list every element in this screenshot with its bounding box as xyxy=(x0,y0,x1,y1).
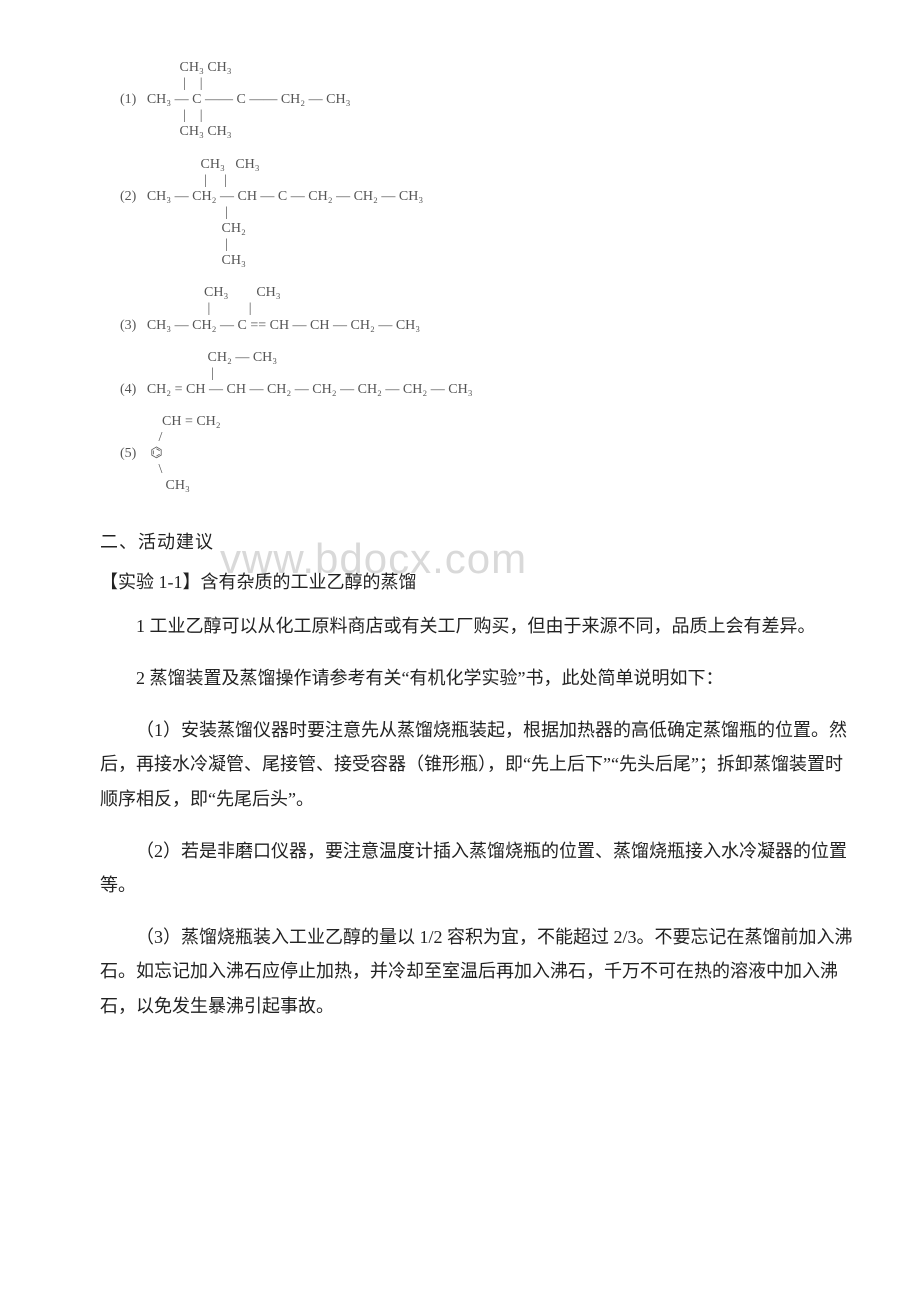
paragraph-5: （3）蒸馏烧瓶装入工业乙醇的量以 1/2 容积为宜，不能超过 2/3。不要忘记在… xyxy=(100,920,860,1023)
section-heading-2-text: 二、活动建议 xyxy=(100,532,214,552)
chem-line: CH₃ CH₃ xyxy=(120,157,260,172)
chem-line: (4) CH₂ = CH — CH — CH₂ — CH₂ — CH₂ — CH… xyxy=(120,382,473,397)
paragraph-2: 2 蒸馏装置及蒸馏操作请参考有关“有机化学实验”书，此处简单说明如下： xyxy=(100,661,860,695)
chem-line: | | xyxy=(120,301,252,316)
chem-line: CH₃ CH₃ xyxy=(120,124,232,139)
chem-line: (2) CH₃ — CH₂ — CH — C — CH₂ — CH₂ — CH₃ xyxy=(120,189,423,204)
chem-line: CH₃ xyxy=(120,253,246,268)
chem-line: CH = CH₂ xyxy=(120,414,221,429)
chem-line: | | xyxy=(120,76,203,91)
chem-line: | | xyxy=(120,173,227,188)
section-heading-2: vww.bdocx.com 二、活动建议 xyxy=(100,525,860,559)
chem-line: CH₃ CH₃ xyxy=(120,285,281,300)
chem-line: (5) ⌬ xyxy=(120,446,163,461)
chem-line: \ xyxy=(120,462,162,477)
chem-line: | xyxy=(120,237,228,252)
chem-line: CH₂ — CH₃ xyxy=(120,350,277,365)
chem-line: | | xyxy=(120,108,203,123)
chemistry-structures: CH₃ CH₃ | | (1) CH₃ — C —— C —— CH₂ — CH… xyxy=(120,60,860,495)
chem-line: | xyxy=(120,366,214,381)
chem-line: / xyxy=(120,430,162,445)
paragraph-1: 1 工业乙醇可以从化工原料商店或有关工厂购买，但由于来源不同，品质上会有差异。 xyxy=(100,609,860,643)
chem-line: | xyxy=(120,205,228,220)
chem-line: CH₃ xyxy=(120,478,190,493)
chem-line: (3) CH₃ — CH₂ — C == CH — CH — CH₂ — CH₃ xyxy=(120,318,420,333)
chem-line: (1) CH₃ — C —— C —— CH₂ — CH₃ xyxy=(120,92,351,107)
chem-line: CH₂ xyxy=(120,221,246,236)
chem-line: CH₃ CH₃ xyxy=(120,60,232,75)
paragraph-3: （1）安装蒸馏仪器时要注意先从蒸馏烧瓶装起，根据加热器的高低确定蒸馏瓶的位置。然… xyxy=(100,713,860,816)
experiment-heading: 【实验 1-1】含有杂质的工业乙醇的蒸馏 xyxy=(100,565,860,599)
paragraph-4: （2）若是非磨口仪器，要注意温度计插入蒸馏烧瓶的位置、蒸馏烧瓶接入水冷凝器的位置… xyxy=(100,834,860,902)
